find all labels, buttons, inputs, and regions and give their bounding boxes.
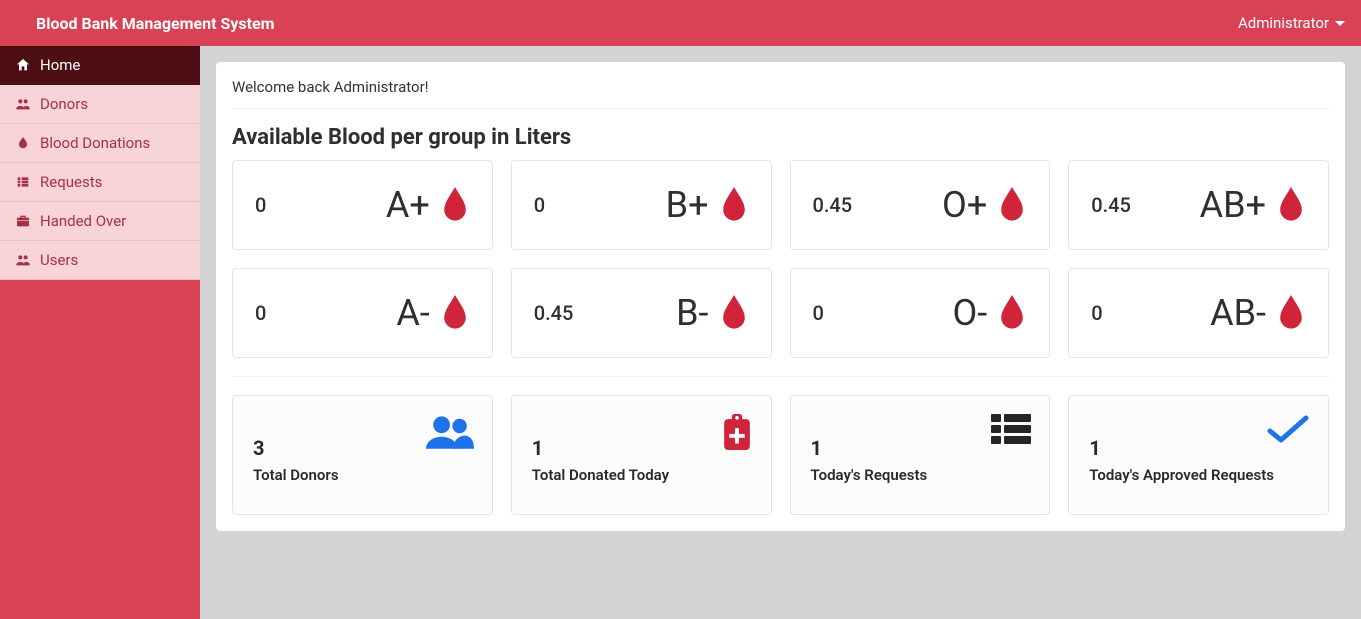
drop-icon [14,135,32,151]
blood-card-bminus: 0.45 B- [511,268,772,358]
blood-drop-icon [997,295,1027,331]
stat-card-total-donated-today: 1 Total Donated Today [511,395,772,515]
blood-right: O+ [942,184,1027,226]
blood-group-label: A- [396,292,429,334]
stat-card-today-s-approved-requests: 1Today's Approved Requests [1068,395,1329,515]
sidebar-item-label: Handed Over [40,212,126,230]
briefcase-icon [14,213,32,229]
sidebar-item-handed-over[interactable]: Handed Over [0,202,200,241]
blood-group-label: B- [676,292,708,334]
topbar: Blood Bank Management System Administrat… [0,0,1361,46]
brand-title: Blood Bank Management System [36,14,275,33]
blood-amount: 0.45 [1091,193,1131,217]
blood-amount: 0.45 [534,301,574,325]
blood-section-title: Available Blood per group in Liters [232,125,1329,150]
blood-grid: 0 A+ 0 B+ 0.45 O+ 0.45 AB+ 0 A- 0.45 B- 0 O- 0 AB- [232,160,1329,358]
blood-drop-icon [997,187,1027,223]
stat-label: Today's Requests [811,466,1030,484]
list-icon [14,174,32,190]
sidebar-item-label: Users [40,251,78,269]
home-icon [14,57,32,73]
blood-drop-icon [1276,295,1306,331]
blood-group-label: B+ [666,184,709,226]
blood-drop-icon [440,295,470,331]
blood-amount: 0 [255,301,266,325]
clipboard-medical-icon [721,414,753,450]
sidebar-item-donors[interactable]: Donors [0,85,200,124]
stat-card-today-s-requests: 1Today's Requests [790,395,1051,515]
blood-group-label: O- [953,292,988,334]
blood-right: A- [396,292,469,334]
list-icon [991,414,1031,444]
sidebar-item-requests[interactable]: Requests [0,163,200,202]
sidebar-item-home[interactable]: Home [0,46,200,85]
user-menu[interactable]: Administrator [1238,14,1345,32]
dashboard-panel: Welcome back Administrator! Available Bl… [216,62,1345,531]
blood-drop-icon [719,295,749,331]
blood-amount: 0 [813,301,824,325]
stats-grid: 3Total Donors 1 Total Donated Today 1Today'… [232,395,1329,515]
stat-label: Today's Approved Requests [1089,466,1308,484]
stat-value: 1 [532,436,751,460]
caret-down-icon [1335,21,1345,26]
users-icon [14,252,32,268]
blood-card-ominus: 0 O- [790,268,1051,358]
users-icon [14,96,32,112]
blood-amount: 0 [255,193,266,217]
blood-right: O- [953,292,1028,334]
sidebar-item-label: Donors [40,95,88,113]
blood-group-label: AB- [1210,292,1266,334]
divider [232,376,1329,377]
blood-card-abplus: 0.45 AB+ [1068,160,1329,250]
blood-amount: 0.45 [813,193,853,217]
blood-card-bplus: 0 B+ [511,160,772,250]
stat-label: Total Donated Today [532,466,751,484]
blood-group-label: AB+ [1200,184,1266,226]
users-icon [426,414,474,450]
stat-card-total-donors: 3Total Donors [232,395,493,515]
blood-group-label: O+ [942,184,987,226]
stat-label: Total Donors [253,466,472,484]
blood-right: A+ [386,184,470,226]
sidebar-item-blood-donations[interactable]: Blood Donations [0,124,200,163]
blood-amount: 0 [534,193,545,217]
sidebar-item-label: Requests [40,173,102,191]
welcome-text: Welcome back Administrator! [232,78,1329,109]
blood-drop-icon [719,187,749,223]
sidebar-item-users[interactable]: Users [0,241,200,280]
check-icon [1266,414,1310,444]
blood-group-label: A+ [386,184,430,226]
blood-card-aplus: 0 A+ [232,160,493,250]
sidebar: Home Donors Blood Donations Requests Handed … [0,46,200,619]
blood-card-oplus: 0.45 O+ [790,160,1051,250]
blood-right: AB- [1210,292,1306,334]
blood-right: AB+ [1200,184,1306,226]
blood-right: B+ [666,184,749,226]
user-menu-label: Administrator [1238,14,1329,32]
blood-card-aminus: 0 A- [232,268,493,358]
sidebar-item-label: Blood Donations [40,134,150,152]
sidebar-item-label: Home [40,56,80,74]
blood-drop-icon [1276,187,1306,223]
blood-drop-icon [440,187,470,223]
blood-right: B- [676,292,748,334]
blood-amount: 0 [1091,301,1102,325]
main-content: Welcome back Administrator! Available Bl… [200,46,1361,619]
blood-card-abminus: 0 AB- [1068,268,1329,358]
